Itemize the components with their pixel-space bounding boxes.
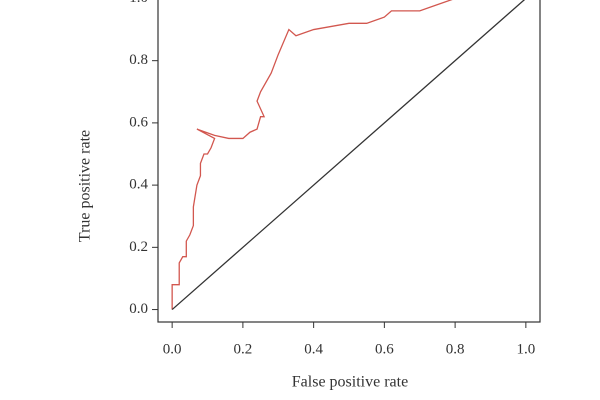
y-tick-label: 0.0 bbox=[129, 301, 148, 317]
y-tick-label: 0.2 bbox=[129, 239, 148, 255]
x-tick-label: 0.0 bbox=[163, 341, 182, 357]
line-series bbox=[171, 0, 453, 310]
line-series bbox=[171, 0, 526, 311]
y-axis-title: True positive rate bbox=[77, 130, 94, 242]
x-tick-label: 0.2 bbox=[234, 341, 253, 357]
x-axis-title: False positive rate bbox=[292, 374, 408, 391]
plot-frame bbox=[157, 0, 541, 323]
x-tick-label: 0.8 bbox=[446, 341, 465, 357]
x-tick-label: 1.0 bbox=[516, 341, 535, 357]
y-tick-label: 0.6 bbox=[129, 114, 148, 130]
x-tick-label: 0.6 bbox=[375, 341, 394, 357]
y-tick-label: 0.4 bbox=[129, 177, 148, 193]
y-tick-label: 0.8 bbox=[129, 52, 148, 68]
x-tick-label: 0.4 bbox=[304, 341, 323, 357]
y-tick-label: 1.0 bbox=[129, 0, 148, 6]
